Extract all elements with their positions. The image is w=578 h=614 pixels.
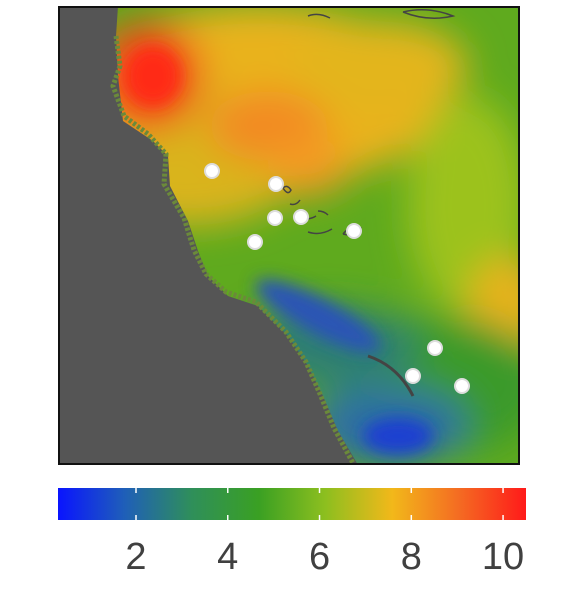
sample-point: [247, 234, 263, 250]
lake-outlines: [282, 9, 456, 397]
heatmap-map: [58, 6, 520, 465]
sample-point: [346, 223, 362, 239]
sample-point: [405, 368, 421, 384]
sample-points: [204, 163, 470, 394]
map-frame: [58, 6, 520, 465]
sample-point: [268, 176, 284, 192]
sample-point: [293, 209, 309, 225]
sample-point: [267, 210, 283, 226]
masked-region: [58, 6, 358, 465]
colorbar-gradient: [58, 488, 526, 520]
sample-point: [427, 340, 443, 356]
heatmap-panel: [58, 6, 520, 465]
colorbar-tick-label: 8: [400, 536, 422, 578]
colorbar-tick-label: 2: [125, 536, 147, 578]
colorbar: [58, 488, 526, 520]
colorbar-tick-label: 10: [481, 536, 525, 578]
sample-point: [204, 163, 220, 179]
sample-point: [454, 378, 470, 394]
colorbar-tick-label: 6: [308, 536, 331, 578]
colorbar-tick-label: 4: [217, 536, 239, 578]
heat-blobs: [68, 6, 520, 465]
